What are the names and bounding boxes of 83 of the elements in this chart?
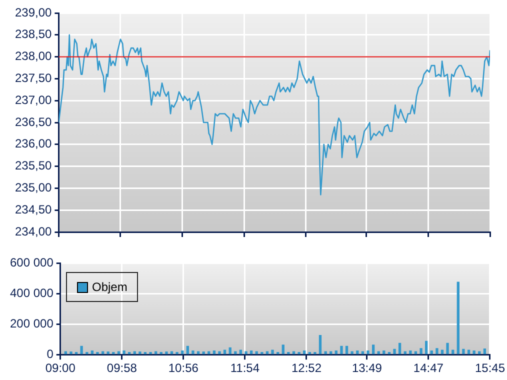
y-tick-label: 600 000 (10, 255, 54, 270)
bar (372, 344, 375, 354)
y-tick-label: 237,50 (15, 71, 52, 86)
bar (420, 348, 422, 354)
bar (228, 347, 232, 354)
x-tick-label: 10:56 (168, 361, 199, 376)
bar (223, 350, 226, 354)
legend-label: Objem (92, 280, 128, 294)
bar (70, 352, 72, 354)
bar (117, 351, 120, 354)
bar (96, 352, 99, 354)
bar (196, 351, 200, 354)
bar (102, 351, 104, 354)
bar (208, 351, 210, 354)
bar (467, 350, 470, 354)
bar (244, 351, 248, 354)
bar (452, 350, 454, 354)
bar (440, 350, 444, 354)
bar (282, 344, 284, 354)
bar (478, 351, 481, 354)
bar (239, 350, 242, 354)
bar (345, 346, 348, 354)
y-tick-label: 237,00 (15, 92, 52, 107)
y-tick-label: 238,50 (15, 27, 52, 42)
bar (154, 351, 158, 354)
bar (330, 351, 332, 354)
bar (266, 351, 269, 354)
bar (165, 352, 168, 354)
bar (483, 348, 486, 354)
bar (366, 350, 370, 354)
bar (255, 351, 258, 354)
bar (133, 351, 136, 354)
bar (80, 346, 83, 354)
bar (260, 352, 264, 354)
y-tick-label: 236,50 (15, 114, 52, 129)
x-tick-label: 13:49 (352, 361, 382, 376)
y-tick-label: 0 (46, 346, 54, 361)
bar (404, 351, 406, 354)
bar (398, 342, 402, 354)
x-tick-label: 09:58 (106, 361, 138, 376)
bar (456, 282, 460, 354)
bar (122, 350, 126, 354)
bar (361, 351, 364, 354)
bar (186, 346, 189, 354)
bar (176, 352, 178, 354)
x-tick-label: 14:47 (413, 361, 444, 376)
y-tick-label: 236,00 (15, 136, 52, 151)
bar (393, 348, 396, 354)
bar (271, 350, 274, 354)
bar (409, 350, 412, 354)
y-tick-label: 200 000 (10, 316, 54, 330)
bar (64, 351, 67, 354)
bar (292, 351, 296, 354)
bar (414, 351, 418, 354)
x-tick-label: 09:00 (45, 361, 76, 376)
bar (318, 335, 322, 354)
y-tick-label: 235,50 (15, 158, 52, 173)
bar (436, 348, 438, 354)
bar (149, 352, 152, 354)
y-tick-label: 235,00 (15, 180, 52, 195)
bar (377, 351, 380, 354)
bar (192, 350, 194, 354)
bar (350, 351, 354, 354)
y-tick-label: 234,50 (15, 202, 52, 216)
bar (446, 342, 449, 354)
bar (462, 348, 465, 354)
bar (218, 351, 221, 354)
y-tick-label: 234,00 (15, 224, 52, 238)
x-tick-label: 11:54 (230, 361, 260, 376)
bar (472, 350, 476, 354)
y-tick-label: 400 000 (10, 286, 54, 300)
y-tick-label: 239,00 (15, 5, 52, 20)
bar (298, 352, 300, 354)
y-tick-label: 238,00 (15, 49, 52, 64)
bar (340, 346, 343, 354)
x-tick-label: 15:45 (474, 361, 506, 376)
bar (170, 351, 174, 354)
x-tick-label: 12:52 (291, 361, 322, 376)
bar (234, 351, 237, 354)
bar (425, 340, 428, 354)
bar (324, 351, 327, 354)
bar (314, 352, 316, 354)
bar (138, 352, 142, 354)
